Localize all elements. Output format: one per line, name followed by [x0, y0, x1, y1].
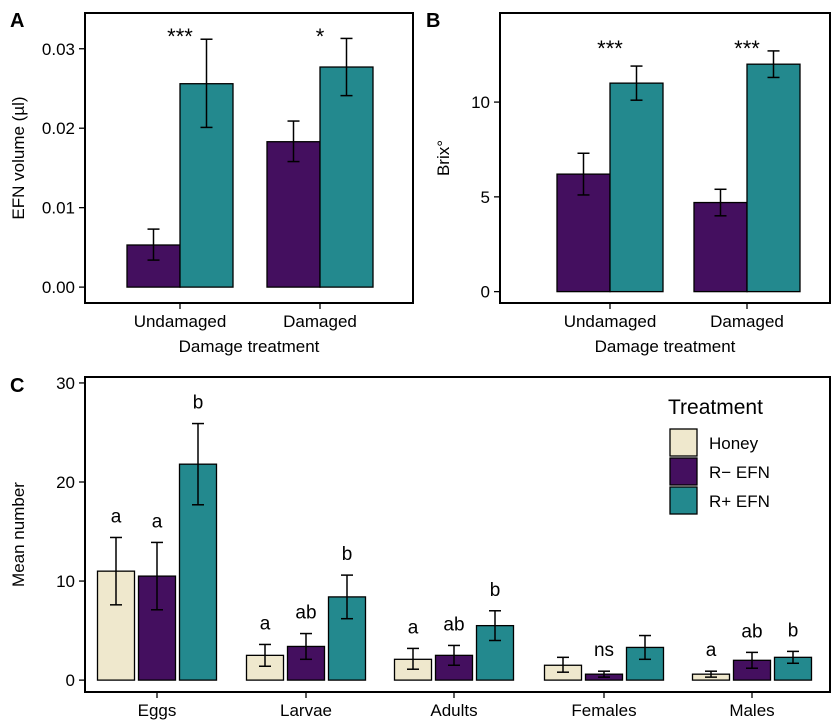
plot-frame — [499, 12, 831, 304]
legend: Treatment Honey R− EFN R+ EFN — [668, 396, 770, 515]
group-letter: a — [152, 511, 163, 532]
x-tick-label: Damaged — [283, 312, 357, 331]
legend-label: R+ EFN — [709, 492, 770, 511]
y-tick-label: 20 — [56, 473, 75, 492]
x-tick-label: Undamaged — [134, 312, 227, 331]
chart-panel-a: A 0.00 0.01 0.02 0.03 EFN volume (µl) Undamage… — [9, 10, 414, 356]
group-letter: b — [788, 620, 799, 641]
y-tick-label: 10 — [471, 93, 490, 112]
group-letter: b — [342, 544, 353, 565]
x-axis-label: Damage treatment — [179, 337, 320, 356]
group-letter: ab — [443, 614, 464, 635]
group-letter: a — [111, 506, 122, 527]
legend-title: Treatment — [668, 396, 763, 419]
bar — [746, 63, 801, 293]
legend-swatch — [669, 457, 698, 486]
group-letter: a — [260, 613, 271, 634]
group-letter: ns — [594, 640, 614, 661]
error-bar — [557, 656, 569, 673]
error-bar — [767, 50, 780, 79]
x-tick-label: Adults — [430, 701, 477, 720]
error-bar — [489, 610, 501, 642]
legend-swatch — [669, 428, 698, 457]
y-axis-label: Brix° — [434, 140, 453, 176]
chart-panel-c: C 0 10 20 30 Mean number Eggs Larvae Adults Femal… — [9, 374, 831, 720]
bar — [266, 141, 321, 288]
error-bar — [110, 536, 122, 606]
y-tick-label: 0.00 — [42, 278, 75, 297]
plot-frame — [84, 376, 831, 693]
group-letter: b — [193, 393, 204, 414]
panel-label: A — [10, 10, 24, 32]
y-tick-label: 0 — [66, 671, 75, 690]
bar — [319, 66, 374, 288]
x-tick-label: Females — [571, 701, 636, 720]
error-bar — [192, 422, 204, 506]
error-bar — [341, 574, 353, 620]
error-bar — [200, 38, 213, 129]
y-tick-label: 10 — [56, 572, 75, 591]
error-bar — [577, 152, 590, 196]
x-axis-label: Damage treatment — [595, 337, 736, 356]
y-tick-label: 0.02 — [42, 119, 75, 138]
error-bar — [787, 650, 799, 665]
error-bar — [147, 228, 160, 261]
error-bar — [407, 647, 419, 670]
legend-swatch — [669, 486, 698, 515]
y-tick-label: 0.03 — [42, 40, 75, 59]
error-bar — [300, 632, 312, 661]
y-tick-label: 0.01 — [42, 199, 75, 218]
panel-label: C — [10, 375, 24, 397]
group-letter: a — [706, 640, 717, 661]
error-bar — [448, 644, 460, 667]
x-tick-label: Males — [729, 701, 774, 720]
bar — [693, 201, 748, 293]
y-tick-label: 0 — [481, 283, 490, 302]
error-bar — [705, 670, 717, 678]
legend-label: Honey — [709, 434, 759, 453]
group-letter: ab — [295, 603, 316, 624]
chart-panel-b: B 0 5 10 Brix° Undamaged Damaged Damage treatme… — [426, 10, 831, 356]
error-bar — [714, 188, 727, 217]
significance-label: *** — [734, 36, 760, 61]
plot-frame — [84, 12, 414, 304]
y-tick-label: 5 — [481, 188, 490, 207]
error-bar — [630, 65, 643, 101]
bar — [609, 82, 664, 293]
x-tick-label: Damaged — [710, 312, 784, 331]
error-bar — [259, 643, 271, 667]
group-letter: a — [408, 617, 419, 638]
error-bar — [151, 541, 163, 611]
significance-label: * — [316, 24, 325, 49]
error-bar — [340, 37, 353, 97]
significance-label: *** — [597, 36, 623, 61]
x-tick-label: Larvae — [280, 701, 332, 720]
group-letter: ab — [741, 621, 762, 642]
y-tick-label: 30 — [56, 374, 75, 393]
error-bar — [287, 120, 300, 163]
error-bar — [639, 634, 651, 661]
significance-label: *** — [167, 24, 193, 49]
x-tick-label: Eggs — [138, 701, 177, 720]
y-axis-label: EFN volume (µl) — [9, 96, 28, 219]
group-letter: b — [490, 580, 501, 601]
error-bar — [746, 651, 758, 669]
panel-label: B — [426, 10, 440, 32]
x-tick-label: Undamaged — [564, 312, 657, 331]
error-bar — [598, 670, 610, 678]
legend-label: R− EFN — [709, 463, 770, 482]
y-axis-label: Mean number — [9, 482, 28, 587]
